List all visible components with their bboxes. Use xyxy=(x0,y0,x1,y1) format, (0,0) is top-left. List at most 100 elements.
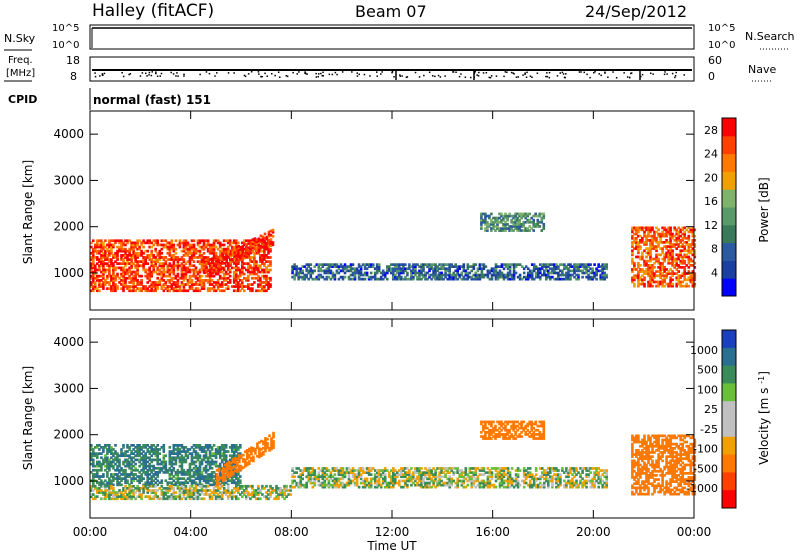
date-label: 24/Sep/2012 xyxy=(585,2,687,21)
data-cell xyxy=(186,493,190,496)
data-cell xyxy=(214,281,218,284)
data-cell xyxy=(223,463,227,467)
data-cell xyxy=(689,278,693,282)
data-cell xyxy=(158,279,162,282)
data-cell xyxy=(166,258,170,261)
data-cell xyxy=(170,473,174,476)
data-cell xyxy=(134,266,137,270)
data-cell xyxy=(162,258,166,261)
data-cell xyxy=(248,460,251,463)
data-cell xyxy=(114,493,117,496)
data-cell xyxy=(243,484,246,488)
data-cell xyxy=(434,265,437,268)
data-cell xyxy=(225,472,229,476)
data-cell xyxy=(404,277,407,281)
data-cell xyxy=(321,269,325,273)
data-cell xyxy=(112,245,115,249)
data-cell xyxy=(603,277,606,281)
data-cell xyxy=(484,218,487,222)
data-cell xyxy=(309,275,313,279)
data-cell xyxy=(216,497,220,501)
data-cell xyxy=(647,259,650,263)
data-cell xyxy=(651,243,654,246)
nave-dot xyxy=(264,72,266,75)
data-cell xyxy=(218,254,222,257)
data-cell xyxy=(182,473,186,476)
data-cell xyxy=(108,254,111,257)
data-cell xyxy=(258,451,261,455)
data-cell xyxy=(120,468,123,472)
data-cell xyxy=(229,468,233,471)
data-cell xyxy=(162,454,166,458)
data-cell xyxy=(138,446,141,449)
data-cell xyxy=(514,263,518,266)
data-cell xyxy=(120,448,123,451)
data-cell xyxy=(90,487,93,490)
data-cell xyxy=(235,262,238,265)
data-cell xyxy=(206,473,210,476)
data-cell xyxy=(168,285,172,288)
data-cell xyxy=(194,466,198,470)
data-cell xyxy=(311,271,315,275)
data-cell xyxy=(257,241,260,245)
data-cell xyxy=(186,268,190,272)
data-cell xyxy=(168,272,172,276)
data-cell xyxy=(250,446,253,450)
data-cell xyxy=(178,245,182,249)
data-cell xyxy=(106,464,109,468)
data-cell xyxy=(194,489,198,492)
data-cell xyxy=(230,489,234,492)
data-cell xyxy=(116,262,119,265)
data-cell xyxy=(667,259,670,263)
data-cell xyxy=(152,479,155,483)
data-cell xyxy=(106,462,109,466)
nave-dot xyxy=(331,73,334,76)
data-cell xyxy=(110,481,113,485)
data-cell xyxy=(200,264,204,268)
data-cell xyxy=(192,456,196,460)
data-cell xyxy=(661,261,664,265)
data-cell xyxy=(170,276,174,280)
data-cell xyxy=(498,216,501,220)
data-cell xyxy=(211,257,214,260)
data-cell xyxy=(681,236,684,240)
data-cell xyxy=(486,225,489,228)
data-cell xyxy=(444,267,447,271)
data-cell xyxy=(528,220,531,224)
nave-dot xyxy=(474,71,476,73)
data-cell xyxy=(257,493,260,496)
data-cell xyxy=(454,265,457,268)
data-cell xyxy=(317,267,321,271)
data-cell xyxy=(106,448,109,451)
data-cell xyxy=(565,275,568,279)
data-cell xyxy=(174,452,178,455)
nave-dot xyxy=(274,74,276,77)
data-cell xyxy=(120,473,123,476)
data-cell xyxy=(649,228,652,232)
data-cell xyxy=(96,473,99,476)
data-cell xyxy=(526,227,529,230)
data-cell xyxy=(118,245,121,249)
data-cell xyxy=(581,269,584,273)
data-cell xyxy=(190,239,194,243)
nave-dot xyxy=(205,71,208,73)
data-cell xyxy=(341,275,345,279)
data-cell xyxy=(369,263,373,266)
data-cell xyxy=(603,271,606,275)
data-cell xyxy=(148,484,151,488)
data-cell xyxy=(148,272,151,276)
data-cell xyxy=(216,493,220,496)
data-cell xyxy=(375,269,379,273)
data-cell xyxy=(194,281,198,284)
data-cell xyxy=(579,265,582,268)
data-cell xyxy=(202,468,206,472)
data-cell xyxy=(390,271,393,275)
data-cell xyxy=(184,452,188,455)
data-cell xyxy=(215,473,219,476)
data-cell xyxy=(104,464,107,468)
data-cell xyxy=(510,220,513,224)
data-cell xyxy=(655,257,658,261)
data-cell xyxy=(683,253,686,257)
data-cell xyxy=(536,218,540,222)
data-cell xyxy=(667,272,670,275)
